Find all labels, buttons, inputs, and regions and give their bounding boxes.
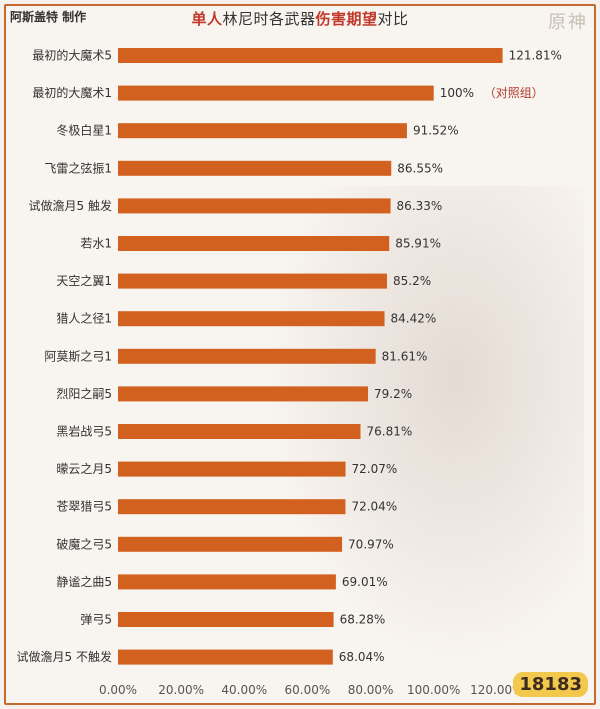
bar — [118, 123, 407, 139]
x-tick-label: 0.00% — [99, 683, 137, 697]
value-label: 76.81% — [367, 425, 413, 439]
title-part-2: 林尼时各武器 — [222, 10, 316, 28]
bar — [118, 649, 333, 665]
category-label: 若水1 — [80, 237, 112, 251]
value-label: 86.55% — [397, 161, 443, 175]
title-part-3: 伤害期望 — [315, 10, 378, 28]
x-tick-label: 80.00% — [348, 683, 394, 697]
bar — [118, 499, 346, 515]
category-label: 最初的大魔术1 — [32, 85, 112, 100]
annotation-label: （对照组） — [484, 86, 544, 100]
value-label: 86.33% — [397, 199, 443, 213]
bar — [118, 48, 503, 63]
value-label: 100% — [440, 86, 474, 100]
category-label: 破魔之弓5 — [56, 536, 112, 551]
bar — [118, 536, 343, 552]
value-label: 85.91% — [395, 237, 441, 251]
category-label: 天空之翼1 — [56, 274, 112, 288]
title-part-4: 对比 — [377, 10, 409, 28]
category-label: 阿莫斯之弓1 — [44, 349, 112, 363]
category-label: 飞雷之弦振1 — [44, 160, 112, 175]
value-label: 84.42% — [391, 312, 437, 326]
category-label: 苍翠猎弓5 — [56, 500, 112, 514]
value-label: 72.04% — [351, 500, 397, 514]
title-part-1: 单人 — [191, 10, 223, 28]
bar — [118, 461, 346, 477]
value-label: 81.61% — [382, 349, 428, 363]
bar — [118, 424, 361, 439]
bar — [118, 612, 334, 627]
value-label: 69.01% — [342, 575, 388, 589]
bar — [118, 160, 392, 176]
category-label: 试做澹月5 不触发 — [17, 649, 112, 664]
value-label: 72.07% — [352, 462, 398, 476]
category-label: 曚云之月5 — [56, 462, 112, 476]
value-label: 121.81% — [509, 49, 562, 63]
category-label: 黑岩战弓5 — [56, 424, 112, 439]
value-label: 85.2% — [393, 274, 431, 288]
bar — [118, 311, 385, 327]
bar — [118, 273, 387, 289]
bar — [118, 348, 376, 364]
author-credit: 阿斯盖特 制作 — [10, 10, 87, 24]
x-tick-label: 20.00% — [158, 683, 204, 697]
value-label: 79.2% — [374, 387, 412, 401]
category-label: 试做澹月5 触发 — [29, 198, 112, 213]
category-label: 冬极白星1 — [56, 123, 112, 138]
value-label: 68.04% — [339, 650, 385, 664]
x-tick-label: 120.00% — [470, 683, 523, 697]
bar — [118, 85, 434, 101]
category-label: 烈阳之嗣5 — [56, 387, 112, 401]
value-label: 70.97% — [348, 537, 394, 551]
x-tick-label: 60.00% — [285, 683, 331, 697]
chart-title: 单人林尼时各武器伤害期望对比 — [0, 8, 600, 29]
bar — [118, 386, 369, 402]
bar — [118, 236, 390, 251]
category-label: 弹弓5 — [80, 613, 112, 627]
site-logo: 18183 — [513, 672, 588, 697]
bar — [118, 198, 391, 214]
x-tick-label: 40.00% — [221, 683, 267, 697]
value-label: 68.28% — [340, 613, 386, 627]
category-label: 静谧之曲5 — [56, 575, 112, 589]
category-label: 最初的大魔术5 — [32, 48, 112, 63]
game-logo: 原神 — [548, 12, 588, 33]
bar — [118, 574, 336, 590]
category-label: 猎人之径1 — [56, 312, 112, 326]
x-tick-label: 100.00% — [407, 683, 460, 697]
value-label: 91.52% — [413, 124, 459, 138]
